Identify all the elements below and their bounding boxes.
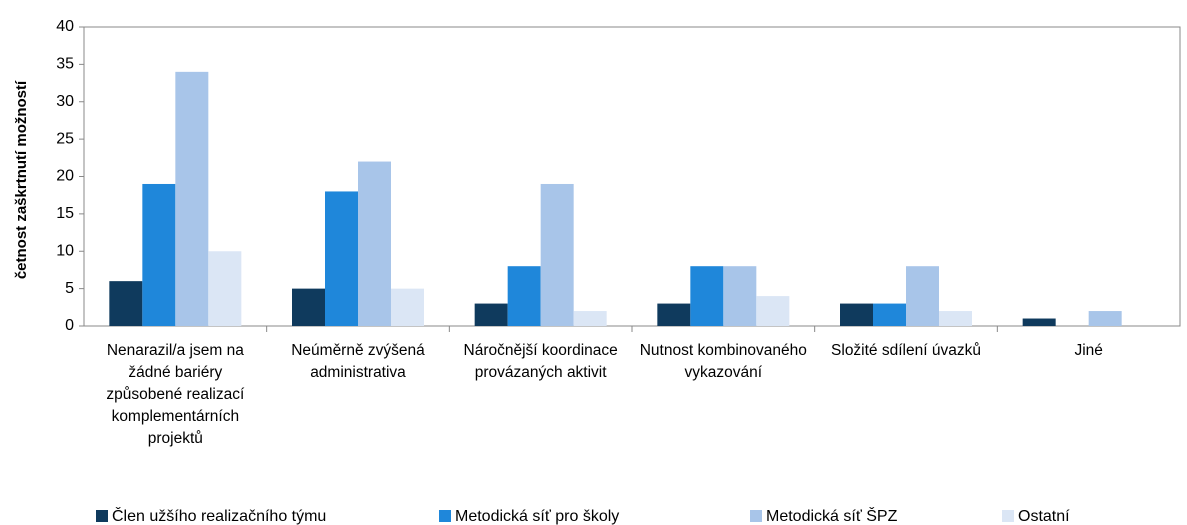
- bar: [391, 288, 424, 326]
- bar: [840, 303, 873, 326]
- y-tick-label: 35: [56, 56, 74, 73]
- legend-label: Ostatní: [1018, 508, 1070, 525]
- plot-frame: [83, 26, 1181, 327]
- bar: [325, 191, 358, 326]
- bar: [142, 183, 176, 326]
- x-tick-label: Nutnost kombinovaného vykazování: [639, 342, 807, 381]
- bar: [939, 311, 972, 326]
- y-tick-label: 20: [56, 168, 74, 185]
- bar: [358, 161, 391, 326]
- y-tick-label: 25: [56, 130, 74, 147]
- bar: [208, 251, 242, 326]
- bar: [723, 266, 757, 326]
- legend-label: Člen užšího realizačního týmu: [112, 506, 326, 525]
- y-tick-label: 30: [56, 93, 74, 110]
- bar: [906, 266, 939, 326]
- bar: [1088, 311, 1122, 326]
- bar: [292, 288, 325, 326]
- x-tick-label: Složité sdílení úvazků: [831, 342, 981, 359]
- bar: [657, 303, 691, 326]
- bar: [474, 303, 508, 326]
- bar: [573, 311, 607, 326]
- x-tick-label: Jiné: [1074, 342, 1103, 359]
- bar: [540, 183, 574, 326]
- legend-swatch: [96, 510, 108, 522]
- legend-swatch: [750, 510, 762, 522]
- x-tick-label: Neúměrně zvýšená administrativa: [291, 342, 425, 381]
- x-tick-label: Nenarazil/a jsem na žádné bariéry způsob…: [106, 342, 245, 447]
- y-tick-label: 40: [56, 18, 74, 35]
- x-tick-label: Náročnější koordinace provázaných aktivi…: [463, 342, 618, 381]
- legend-label: Metodická síť ŠPZ: [766, 506, 898, 525]
- bar: [690, 266, 724, 326]
- bar: [109, 281, 143, 326]
- legend-label: Metodická síť pro školy: [455, 508, 619, 525]
- legend-swatch: [1002, 510, 1014, 522]
- y-tick-label: 0: [65, 317, 74, 334]
- bar: [507, 266, 541, 326]
- y-tick-label: 10: [56, 242, 74, 259]
- y-tick-label: 15: [56, 205, 74, 222]
- bar: [1022, 318, 1056, 326]
- y-axis-label: četnost zaškrtnutí možností: [13, 80, 30, 279]
- bar: [175, 71, 209, 326]
- y-tick-label: 5: [65, 280, 74, 297]
- bar: [873, 303, 906, 326]
- legend-swatch: [439, 510, 451, 522]
- bar: [756, 296, 790, 326]
